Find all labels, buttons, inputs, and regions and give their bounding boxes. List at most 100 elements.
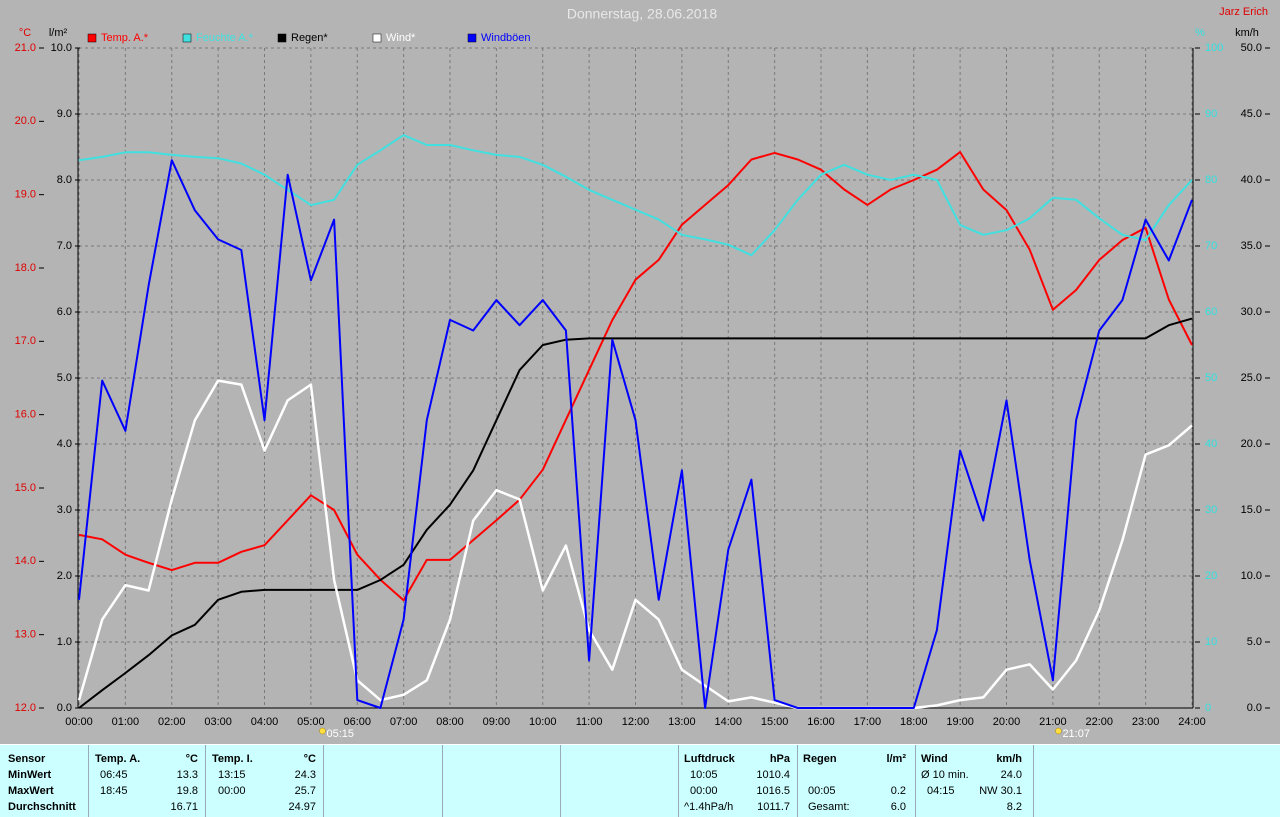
y-tick-label: 30.0 (1241, 306, 1262, 318)
y-tick-label: 14.0 (15, 555, 36, 567)
divider (205, 745, 206, 817)
cell: Ø 10 min. (921, 769, 969, 781)
y-tick-label: 12.0 (15, 702, 36, 714)
x-tick-label: 09:00 (483, 716, 511, 728)
cell: MinWert (8, 769, 52, 781)
series-line (78, 134, 1193, 257)
cell: NW 30.1 (979, 785, 1022, 797)
x-tick-label: 10:00 (529, 716, 557, 728)
cell: Regen (803, 753, 837, 765)
author: Jarz Erich (1219, 6, 1268, 18)
divider (323, 745, 324, 817)
cell: Wind (921, 753, 948, 765)
cell: Gesamt: (808, 801, 850, 813)
y-tick-label: 20.0 (15, 115, 36, 127)
cell: 16.71 (170, 801, 198, 813)
legend-swatch (277, 33, 287, 43)
y-tick-label: 6.0 (57, 306, 72, 318)
x-tick-label: 01:00 (112, 716, 140, 728)
cell: 24.97 (288, 801, 316, 813)
cell: Luftdruck (684, 753, 735, 765)
divider (678, 745, 679, 817)
cell: 13.3 (176, 769, 198, 781)
x-tick-label: 23:00 (1132, 716, 1160, 728)
x-tick-label: 13:00 (668, 716, 696, 728)
legend-swatch (467, 33, 477, 43)
y-tick-label: 16.0 (15, 409, 36, 421)
x-tick-label: 20:00 (993, 716, 1021, 728)
cell: Sensor (8, 753, 46, 765)
y-tick-label: 4.0 (57, 438, 72, 450)
cell: Temp. I. (212, 753, 253, 765)
x-tick-label: 22:00 (1085, 716, 1113, 728)
y-tick-label: 40 (1205, 438, 1217, 450)
divider (88, 745, 89, 817)
y-tick-label: 80 (1205, 174, 1217, 186)
x-tick-label: 18:00 (900, 716, 928, 728)
sun-marker (319, 727, 326, 735)
x-tick-label: 06:00 (343, 716, 371, 728)
y-tick-label: 8.0 (57, 174, 72, 186)
cell: Temp. A. (95, 753, 141, 765)
divider (442, 745, 443, 817)
y-tick-label: 70 (1205, 240, 1217, 252)
y-tick-label: 15.0 (1241, 504, 1262, 516)
legend-label: Windböen (481, 32, 531, 44)
divider (560, 745, 561, 817)
cell: ^1.4hPa/h (684, 801, 734, 813)
series-line (77, 379, 1193, 710)
legend-swatch (87, 33, 97, 43)
x-tick-label: 17:00 (854, 716, 882, 728)
cell: 13:15 (218, 769, 246, 781)
cell: 8.2 (1006, 801, 1022, 813)
cell: 24.0 (1000, 769, 1022, 781)
legend-label: Feuchte A.* (196, 32, 254, 44)
x-tick-label: 07:00 (390, 716, 418, 728)
x-tick-label: 03:00 (204, 716, 232, 728)
cell: 24.3 (294, 769, 316, 781)
x-tick-label: 00:00 (65, 716, 93, 728)
cell: MaxWert (8, 785, 54, 797)
y-tick-label: 50.0 (1241, 42, 1262, 54)
y-tick-label: 0 (1205, 702, 1211, 714)
y-tick-label: 1.0 (57, 636, 72, 648)
x-tick-label: 24:00 (1178, 716, 1206, 728)
y-tick-label: 35.0 (1241, 240, 1262, 252)
stats-table: Sensor MinWert MaxWert Durchschnitt Temp… (0, 744, 1280, 817)
legend-label: Regen* (291, 32, 328, 44)
y-tick-label: 15.0 (15, 482, 36, 494)
cell: 06:45 (100, 769, 128, 781)
sun-marker (1055, 727, 1062, 735)
cell: 1011.7 (757, 801, 790, 813)
y-tick-label: 100 (1205, 42, 1223, 54)
y-tick-label: 50 (1205, 372, 1217, 384)
y-tick-label: 7.0 (57, 240, 72, 252)
cell: °C (303, 753, 316, 765)
annotation-label: 21:07 (1062, 728, 1090, 740)
y-tick-label: 40.0 (1241, 174, 1262, 186)
y-tick-label: 10 (1205, 636, 1217, 648)
cell: 00:00 (690, 785, 718, 797)
cell: 25.7 (294, 785, 316, 797)
cell: °C (185, 753, 198, 765)
y-tick-label: 90 (1205, 108, 1217, 120)
y-tick-label: 20 (1205, 570, 1217, 582)
cell: 04:15 (927, 785, 955, 797)
divider (797, 745, 798, 817)
x-tick-label: 14:00 (714, 716, 742, 728)
annotation-label: 05:15 (326, 728, 354, 740)
x-tick-label: 12:00 (622, 716, 650, 728)
cell: l/m² (886, 753, 906, 765)
cell: 00:00 (218, 785, 246, 797)
divider (915, 745, 916, 817)
y-tick-label: 45.0 (1241, 108, 1262, 120)
y-tick-label: 20.0 (1241, 438, 1262, 450)
x-tick-label: 04:00 (251, 716, 279, 728)
y-tick-label: 0.0 (57, 702, 72, 714)
y-tick-label: 18.0 (15, 262, 36, 274)
y-tick-label: 17.0 (15, 335, 36, 347)
chart: Donnerstag, 28.06.2018 Jarz Erich °C l/m… (15, 6, 1270, 740)
cell: 0.2 (890, 785, 906, 797)
y-tick-label: 2.0 (57, 570, 72, 582)
